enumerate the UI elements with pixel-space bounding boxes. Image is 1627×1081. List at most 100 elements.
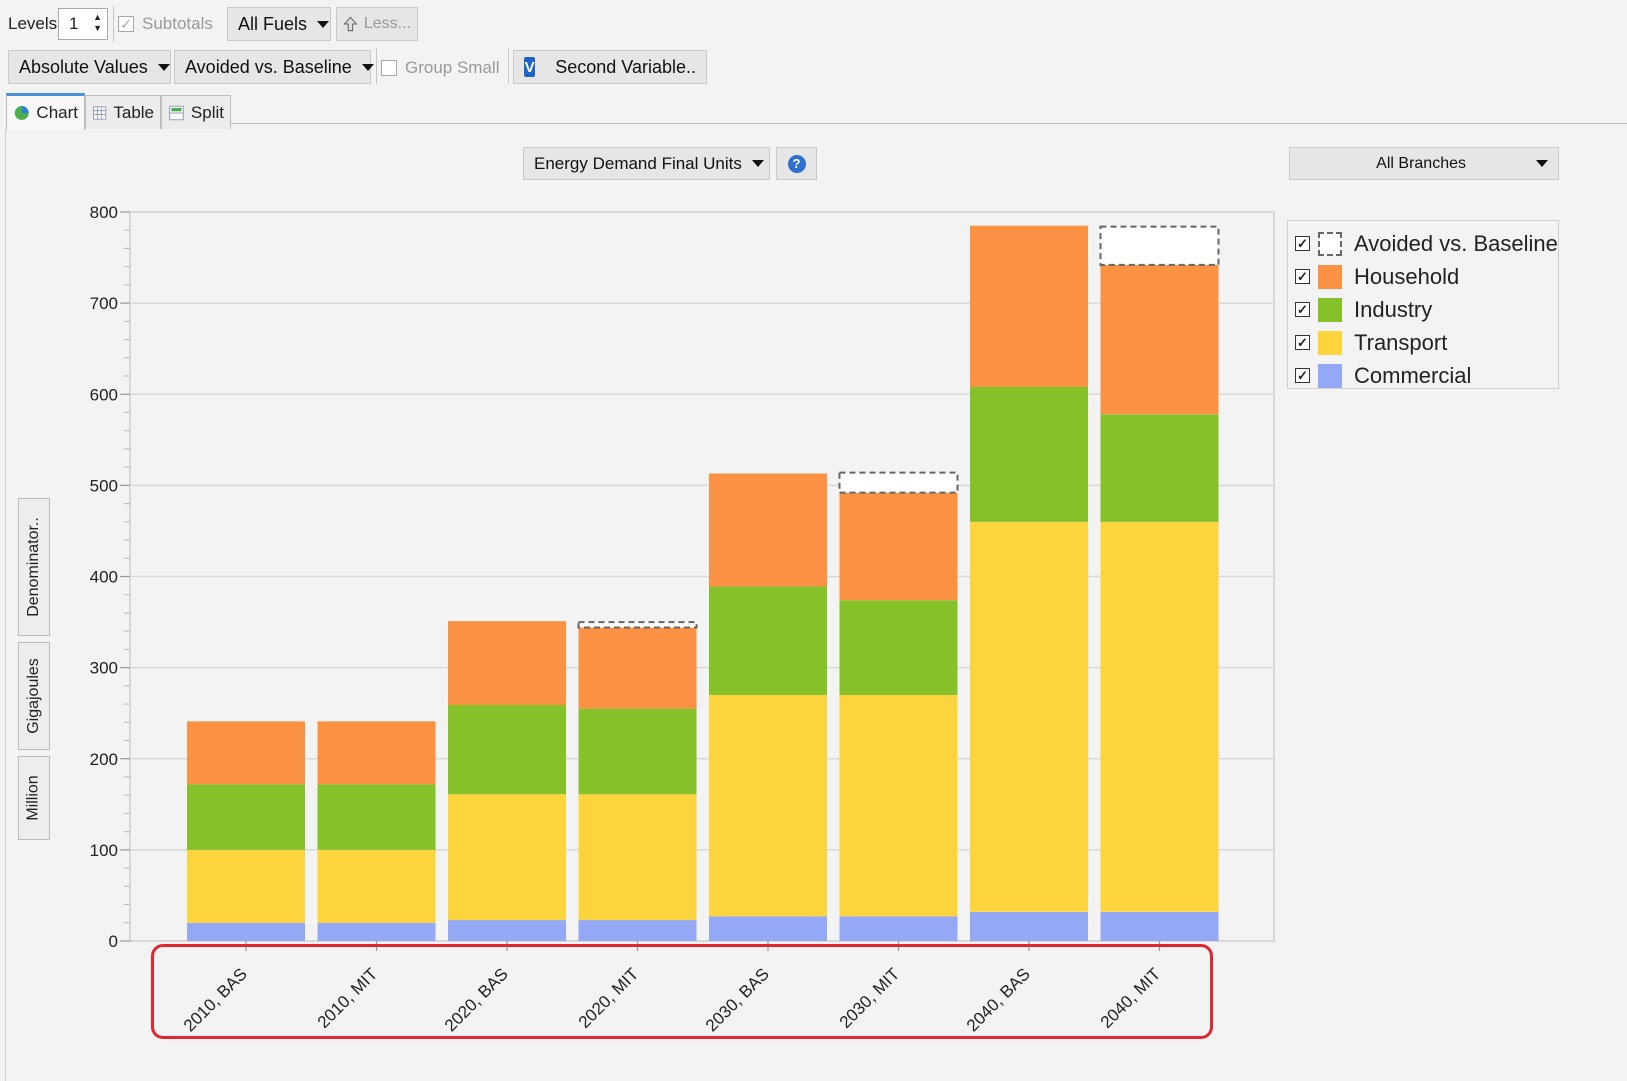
bar-segment-household (317, 721, 436, 785)
bar-segment-commercial (839, 916, 958, 941)
levels-spinner[interactable]: 1 ▲ ▼ (58, 8, 108, 40)
legend-item-avoided[interactable]: ✓ Avoided vs. Baseline (1295, 227, 1558, 260)
legend-label-industry: Industry (1354, 296, 1433, 322)
content-left-border (5, 129, 6, 1081)
unit-button[interactable]: Gigajoules (18, 642, 50, 750)
chart-legend: ✓ Avoided vs. Baseline ✓ Household ✓ Ind… (1287, 220, 1559, 389)
legend-swatch-industry (1318, 297, 1342, 322)
subtotals-label: Subtotals (142, 14, 213, 33)
tab-table[interactable]: Table (85, 95, 161, 129)
branches-dropdown-label: All Branches (1376, 154, 1466, 172)
values-dropdown[interactable]: Absolute Values (8, 50, 171, 84)
bar-segment-commercial (187, 922, 305, 941)
y-tick-label: 200 (90, 750, 118, 769)
bar-segment-household (970, 225, 1088, 387)
bar-segment-industry (970, 386, 1088, 522)
check-icon[interactable]: ✓ (1295, 236, 1310, 251)
y-tick-label: 700 (90, 294, 118, 313)
help-icon: ? (787, 154, 806, 173)
check-icon[interactable]: ✓ (1295, 368, 1310, 383)
legend-label-transport: Transport (1354, 329, 1448, 355)
less-button[interactable]: Less... (336, 7, 418, 41)
help-button[interactable]: ? (776, 147, 817, 180)
bar-segment-industry (317, 784, 436, 850)
variable-v-icon: V (524, 57, 536, 77)
bar-segment-industry (709, 586, 827, 695)
legend-label-commercial: Commercial (1354, 362, 1472, 388)
y-tick-label: 300 (90, 659, 118, 678)
bar-segment-industry (1100, 414, 1219, 522)
bar-segment-household (1100, 264, 1219, 415)
chevron-down-icon (157, 63, 170, 71)
check-icon[interactable]: ✓ (1295, 269, 1310, 284)
y-tick-label: 100 (90, 841, 118, 860)
legend-item-commercial[interactable]: ✓ Commercial (1295, 359, 1558, 392)
chevron-down-icon (751, 160, 764, 167)
values-dropdown-label: Absolute Values (19, 56, 148, 77)
legend-item-transport[interactable]: ✓ Transport (1295, 326, 1558, 359)
fuels-dropdown[interactable]: All Fuels (227, 7, 331, 41)
bar-segment-industry (448, 704, 566, 795)
check-icon[interactable]: ✓ (1295, 302, 1310, 317)
bar-segment-transport (578, 794, 697, 921)
legend-swatch-household (1318, 264, 1342, 289)
levels-value: 1 (69, 14, 79, 33)
compare-dropdown[interactable]: Avoided vs. Baseline (174, 50, 374, 84)
chevron-down-icon (361, 63, 374, 71)
spinner-arrows-icon[interactable]: ▲ ▼ (93, 12, 102, 33)
chevron-down-icon (317, 20, 330, 28)
unit-label: Gigajoules (25, 658, 43, 734)
tab-split[interactable]: Split (161, 95, 231, 129)
plot-frame (129, 211, 1275, 942)
scale-label: Million (25, 775, 42, 821)
pie-chart-icon (14, 106, 29, 120)
check-icon: ✓ (118, 16, 134, 32)
y-tick-label: 0 (109, 932, 118, 951)
legend-swatch-avoided (1318, 231, 1342, 256)
checkbox-box (381, 60, 397, 76)
branches-dropdown[interactable]: All Branches (1289, 147, 1559, 180)
bar-segment-transport (839, 694, 958, 917)
group-small-label: Group Small (405, 58, 500, 77)
second-variable-button[interactable]: V Second Variable.. (513, 50, 707, 84)
subtotals-checkbox[interactable]: ✓ Subtotals (118, 14, 213, 34)
denominator-button[interactable]: Denominator.. (18, 498, 50, 636)
fuels-dropdown-label: All Fuels (238, 13, 308, 34)
bar-segment-household (709, 473, 827, 587)
bar-segment-household (839, 492, 958, 601)
less-button-label: Less... (363, 15, 411, 32)
bar-segment-commercial (1100, 911, 1219, 941)
tab-chart[interactable]: Chart (6, 93, 85, 130)
bar-segment-transport (317, 849, 436, 923)
bar-segment-household (187, 721, 305, 785)
legend-item-industry[interactable]: ✓ Industry (1295, 293, 1558, 326)
chevron-down-icon (1536, 160, 1548, 167)
tab-chart-label: Chart (36, 103, 78, 122)
bar-segment-commercial (448, 920, 566, 941)
bar-segment-transport (187, 849, 305, 923)
legend-item-household[interactable]: ✓ Household (1295, 260, 1558, 293)
legend-swatch-commercial (1318, 363, 1342, 388)
group-small-checkbox[interactable]: Group Small (381, 58, 499, 78)
bar-segment-transport (448, 794, 566, 921)
bar-segment-household (578, 627, 697, 709)
units-dropdown[interactable]: Energy Demand Final Units (523, 147, 770, 180)
bar-segment-transport (709, 694, 827, 917)
bar-segment-transport (1100, 521, 1219, 912)
y-tick-label: 800 (90, 203, 118, 222)
scale-button[interactable]: Million (18, 756, 50, 840)
tab-table-label: Table (113, 102, 154, 122)
y-tick-label: 600 (90, 385, 118, 404)
up-arrow-icon (343, 16, 358, 32)
bar-segment-transport (970, 521, 1088, 912)
tab-split-label: Split (190, 102, 224, 122)
bar-segment-industry (578, 708, 697, 795)
bar-segment-avoided (1099, 225, 1220, 266)
bar-segment-avoided (577, 621, 698, 629)
bar-segment-avoided (838, 471, 959, 494)
y-tick-label: 400 (90, 568, 118, 587)
bar-segment-commercial (578, 920, 697, 941)
denominator-label: Denominator.. (25, 517, 43, 617)
bar-segment-commercial (970, 911, 1088, 941)
check-icon[interactable]: ✓ (1295, 335, 1310, 350)
